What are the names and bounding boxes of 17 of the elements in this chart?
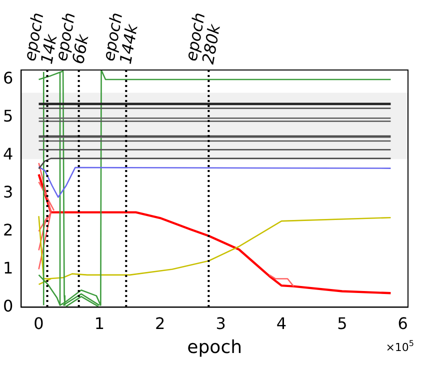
x-tick-label: 4 (276, 314, 287, 333)
x-tick-label: 0 (34, 314, 44, 333)
x-tick-label: 1 (94, 314, 105, 333)
x-tick-label: 2 (155, 314, 166, 333)
y-tick-label: 2 (2, 220, 14, 240)
y-tick-label: 4 (2, 144, 14, 164)
x-tick-label: 5 (337, 314, 348, 333)
y-tick-label: 0 (2, 296, 14, 316)
y-tick-label: 6 (2, 68, 14, 88)
y-tick-label: 1 (2, 258, 14, 278)
x-tick-label: 6 (398, 314, 408, 333)
x-tick-label: 3 (216, 314, 226, 333)
y-tick-label: 3 (2, 182, 14, 202)
x-axis-title: epoch (187, 336, 242, 358)
y-tick-label: 5 (2, 106, 14, 126)
ref-line-label: epoch 280k (182, 11, 224, 66)
ref-line-label: epoch 144k (99, 11, 142, 66)
